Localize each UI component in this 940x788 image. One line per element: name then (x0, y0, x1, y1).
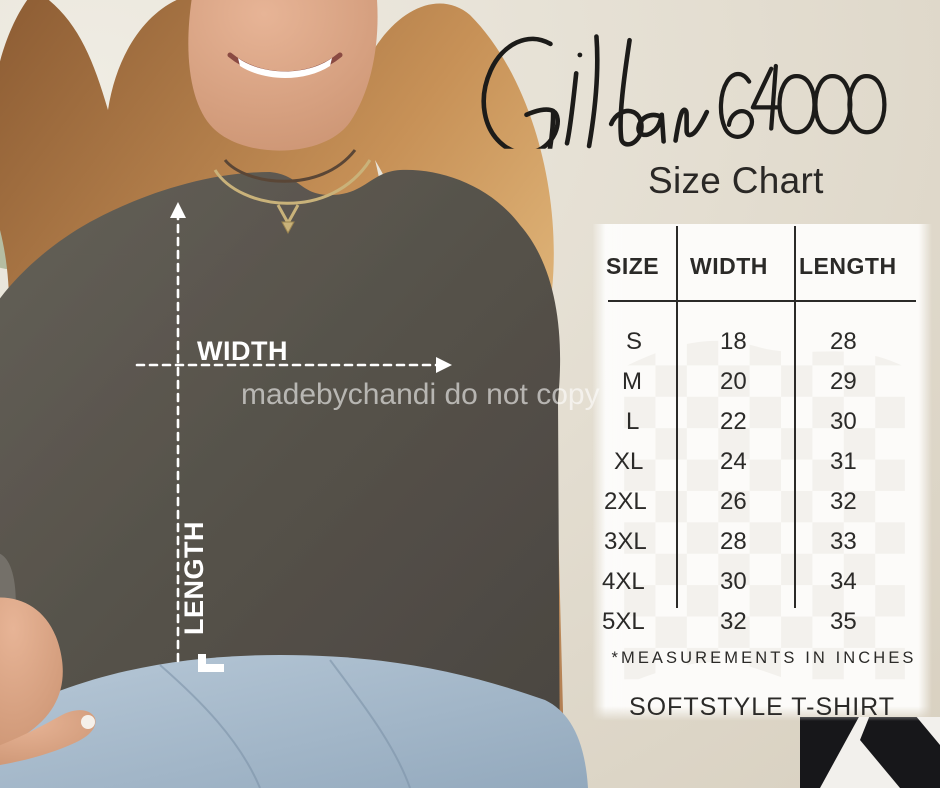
svg-text:LENGTH: LENGTH (179, 521, 209, 635)
svg-text:WIDTH: WIDTH (197, 336, 288, 366)
